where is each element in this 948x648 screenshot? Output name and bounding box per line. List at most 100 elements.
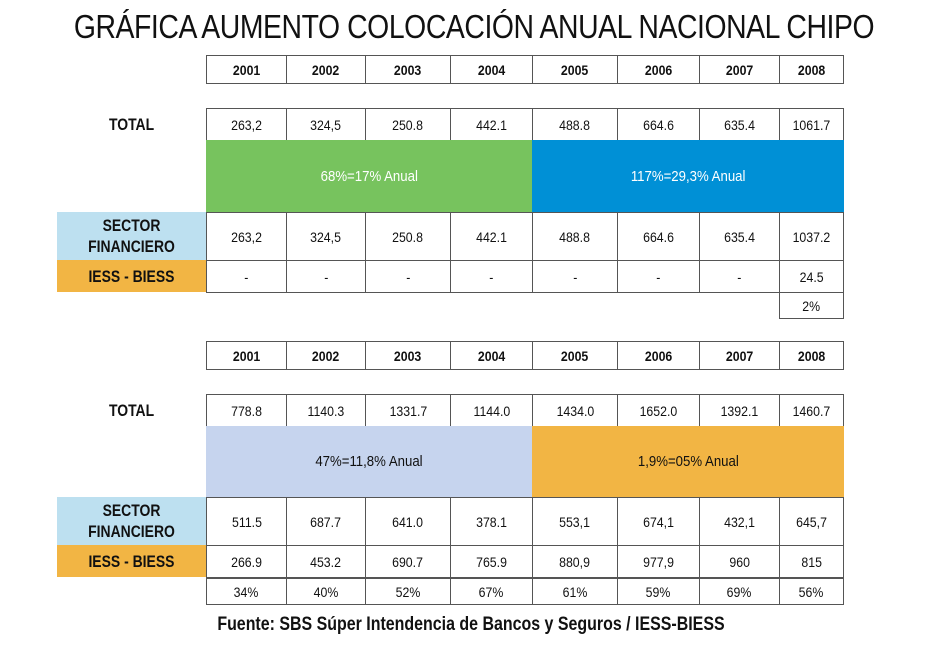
table1-iess-biess-2005: - [532, 260, 618, 293]
table1-header-year-2007: 2007 [699, 55, 780, 84]
table2-total-2004-text: 1144.0 [473, 402, 510, 419]
table2-label-total: TOTAL [57, 394, 206, 426]
table2-header-year-2008-text: 2008 [797, 347, 826, 364]
table1-total-2005: 488.8 [532, 108, 618, 141]
table2-iess-share-2005: 61% [532, 578, 618, 605]
table2-sector-financiero-2004-text: 378.1 [476, 513, 507, 530]
table2-iess-biess-2006-text: 977,9 [643, 553, 674, 570]
table2-iess-share-2001: 34% [206, 578, 287, 605]
table2-sector-financiero-2003-text: 641.0 [392, 513, 424, 530]
table2-iess-share-2003: 52% [365, 578, 451, 605]
table1-iess-biess-2008: 24.5 [779, 260, 844, 293]
table1-total-2004: 442.1 [450, 108, 533, 141]
table2-header-year-2004-text: 2004 [477, 347, 506, 364]
table1-label-sector-financiero-text: SECTOR FINANCIERO [88, 216, 175, 256]
table1-sector-financiero-2005: 488.8 [532, 212, 618, 261]
table1-iess-biess-2006-text: - [656, 268, 661, 285]
table1-sector-financiero-2004-text: 442.1 [476, 228, 507, 245]
page-title: GRÁFICA AUMENTO COLOCACIÓN ANUAL NACIONA… [73, 8, 875, 45]
table1-sector-financiero-2008: 1037.2 [779, 212, 844, 261]
table2-header-year-2002: 2002 [286, 341, 366, 370]
table2-iess-biess-2008: 815 [779, 545, 844, 578]
table1-total-2002-text: 324,5 [310, 116, 342, 133]
table2-iess-share-2002: 40% [286, 578, 366, 605]
table1-total-2003-text: 250.8 [392, 116, 424, 133]
table1-iess-biess-2002: - [286, 260, 366, 293]
table1-header-year-2007-text: 2007 [725, 61, 754, 78]
table2-iess-biess-2006: 977,9 [617, 545, 700, 578]
table2-header-year-2002-text: 2002 [312, 347, 340, 364]
table2-iess-biess-2003: 690.7 [365, 545, 451, 578]
table2-total-2004: 1144.0 [450, 394, 533, 427]
table2-iess-share-2005-text: 61% [562, 583, 588, 600]
table1-header-year-2006: 2006 [617, 55, 700, 84]
table2-iess-biess-2005-text: 880,9 [559, 553, 591, 570]
table1-header-year-2005: 2005 [532, 55, 618, 84]
table2-growth-band-2005-2008: 1,9%=05% Anual [532, 426, 844, 497]
source-text: Fuente: SBS Súper Intendencia de Bancos … [217, 614, 725, 635]
table1-total-2003: 250.8 [365, 108, 451, 141]
table2-sector-financiero-2001-text: 511.5 [231, 513, 262, 530]
table1-total-2006: 664.6 [617, 108, 700, 141]
table2-header-year-2005-text: 2005 [561, 347, 589, 364]
table1-label-total-text: TOTAL [108, 114, 155, 134]
table2-header-year-2001: 2001 [206, 341, 287, 370]
table1-total-2004-text: 442.1 [476, 116, 507, 133]
table2-iess-biess-2008-text: 815 [801, 553, 822, 570]
table2-total-2001-text: 778.8 [231, 402, 262, 419]
table2-iess-share-2007: 69% [699, 578, 780, 605]
table2-label-sector-financiero-text: SECTOR FINANCIERO [88, 501, 175, 541]
table1-total-2007-text: 635.4 [724, 116, 755, 133]
table1-iess-biess-2003: - [365, 260, 451, 293]
table1-header-year-2005-text: 2005 [561, 61, 589, 78]
table2-total-2006: 1652.0 [617, 394, 700, 427]
table2-total-2005-text: 1434.0 [556, 402, 594, 419]
table2-header-year-2006: 2006 [617, 341, 700, 370]
table2-sector-financiero-2006-text: 674,1 [643, 513, 674, 530]
table2-total-2003-text: 1331.7 [389, 402, 427, 419]
table2-growth-band-2001-2004-text: 47%=11,8% Anual [315, 453, 423, 470]
table2-iess-biess-2001-text: 266.9 [231, 553, 262, 570]
table1-label-sector-financiero: SECTOR FINANCIERO [57, 212, 206, 260]
table1-header-year-2008: 2008 [779, 55, 844, 84]
source-footer: Fuente: SBS Súper Intendencia de Bancos … [0, 614, 948, 636]
table1-sector-financiero-2006: 664.6 [617, 212, 700, 261]
table1-growth-band-2001-2004: 68%=17% Anual [206, 140, 532, 212]
table1-label-iess-biess-text: IESS - BIESS [88, 266, 175, 286]
table2-iess-share-2007-text: 69% [727, 583, 752, 600]
table1-sector-financiero-2001: 263,2 [206, 212, 287, 261]
table1-label-total: TOTAL [57, 108, 206, 140]
table2-sector-financiero-2006: 674,1 [617, 497, 700, 546]
table1-header-year-2002: 2002 [286, 55, 366, 84]
table1-header-year-2003-text: 2003 [394, 61, 422, 78]
table2-header-year-2003-text: 2003 [394, 347, 422, 364]
table2-iess-biess-2002-text: 453.2 [310, 553, 342, 570]
table1-header-year-2002-text: 2002 [312, 61, 340, 78]
table2-total-2005: 1434.0 [532, 394, 618, 427]
table1-total-2008-text: 1061.7 [792, 116, 831, 133]
table2-sector-financiero-2007: 432,1 [699, 497, 780, 546]
table1-sector-financiero-2006-text: 664.6 [643, 228, 674, 245]
table2-sector-financiero-2003: 641.0 [365, 497, 451, 546]
table1-header-year-2004: 2004 [450, 55, 533, 84]
table2-header-year-2007-text: 2007 [725, 347, 754, 364]
table1-iess-biess-2006: - [617, 260, 700, 293]
table2-sector-financiero-2005: 553,1 [532, 497, 618, 546]
table2-iess-biess-2007-text: 960 [729, 553, 750, 570]
table1-header-year-2006-text: 2006 [644, 61, 673, 78]
table1-iess-biess-2001: - [206, 260, 287, 293]
table1-iess-share-2008: 2% [779, 292, 844, 319]
table2-total-2007: 1392.1 [699, 394, 780, 427]
table2-iess-biess-2003-text: 690.7 [392, 553, 424, 570]
table2-header-year-2007: 2007 [699, 341, 780, 370]
table1-total-2006-text: 664.6 [643, 116, 674, 133]
table1-sector-financiero-2004: 442.1 [450, 212, 533, 261]
table2-iess-share-2006: 59% [617, 578, 700, 605]
table2-header-year-2001-text: 2001 [232, 347, 261, 364]
table1-header-year-2008-text: 2008 [797, 61, 826, 78]
table2-iess-biess-2007: 960 [699, 545, 780, 578]
table1-iess-biess-2007-text: - [737, 268, 742, 285]
table2-sector-financiero-2008-text: 645,7 [796, 513, 827, 530]
table2-iess-biess-2004: 765.9 [450, 545, 533, 578]
table1-total-2008: 1061.7 [779, 108, 844, 141]
